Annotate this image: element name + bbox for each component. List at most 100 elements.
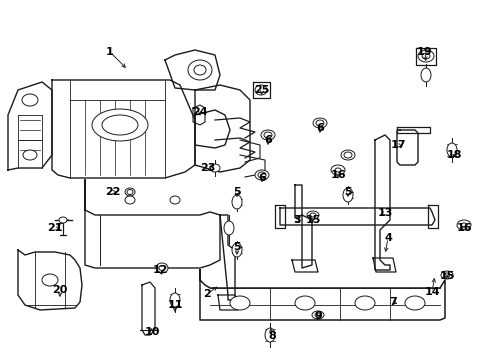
- Ellipse shape: [440, 271, 452, 279]
- Ellipse shape: [421, 53, 429, 59]
- Text: 25: 25: [254, 85, 269, 95]
- Text: 16: 16: [329, 170, 345, 180]
- Ellipse shape: [264, 132, 271, 138]
- Polygon shape: [52, 80, 195, 178]
- Text: 10: 10: [144, 327, 160, 337]
- Text: 24: 24: [192, 107, 207, 117]
- Text: 1: 1: [106, 47, 114, 57]
- Ellipse shape: [125, 188, 135, 196]
- Text: 6: 6: [315, 123, 323, 133]
- Ellipse shape: [315, 120, 324, 126]
- Text: 16: 16: [455, 223, 471, 233]
- Polygon shape: [280, 208, 434, 225]
- Polygon shape: [164, 50, 220, 90]
- Polygon shape: [294, 185, 311, 268]
- Ellipse shape: [170, 196, 180, 204]
- Polygon shape: [396, 127, 429, 133]
- Polygon shape: [85, 180, 220, 268]
- Ellipse shape: [194, 65, 205, 75]
- Ellipse shape: [231, 195, 242, 209]
- Ellipse shape: [23, 150, 37, 160]
- Polygon shape: [415, 48, 435, 65]
- Polygon shape: [193, 105, 204, 125]
- Text: 15: 15: [305, 215, 320, 225]
- Ellipse shape: [420, 68, 430, 82]
- Ellipse shape: [254, 170, 268, 180]
- Text: 13: 13: [377, 208, 392, 218]
- Ellipse shape: [159, 266, 164, 270]
- Polygon shape: [218, 295, 238, 310]
- Ellipse shape: [417, 50, 433, 62]
- Ellipse shape: [404, 296, 424, 310]
- Polygon shape: [220, 215, 235, 300]
- Polygon shape: [252, 82, 269, 98]
- Ellipse shape: [446, 143, 456, 157]
- Text: 21: 21: [47, 223, 62, 233]
- Ellipse shape: [312, 118, 326, 128]
- Polygon shape: [372, 258, 395, 272]
- Ellipse shape: [334, 168, 340, 172]
- Ellipse shape: [229, 296, 249, 310]
- Text: 9: 9: [313, 311, 321, 321]
- Text: 12: 12: [152, 265, 167, 275]
- Text: 22: 22: [105, 187, 121, 197]
- Ellipse shape: [127, 189, 133, 194]
- Ellipse shape: [264, 328, 274, 342]
- Ellipse shape: [456, 220, 470, 230]
- Ellipse shape: [170, 293, 180, 307]
- Ellipse shape: [340, 150, 354, 160]
- Ellipse shape: [231, 243, 242, 257]
- Polygon shape: [427, 205, 437, 228]
- Ellipse shape: [309, 213, 315, 217]
- Polygon shape: [274, 205, 285, 228]
- Polygon shape: [396, 130, 417, 165]
- Ellipse shape: [59, 217, 67, 223]
- Ellipse shape: [343, 152, 351, 158]
- Polygon shape: [8, 82, 52, 170]
- Ellipse shape: [306, 211, 318, 219]
- Text: 11: 11: [167, 300, 183, 310]
- Ellipse shape: [460, 223, 466, 227]
- Text: 5: 5: [233, 242, 240, 252]
- Ellipse shape: [330, 165, 345, 175]
- Ellipse shape: [102, 115, 138, 135]
- Polygon shape: [291, 260, 317, 272]
- Text: 6: 6: [258, 173, 265, 183]
- Ellipse shape: [42, 274, 58, 286]
- Ellipse shape: [311, 311, 324, 319]
- Polygon shape: [195, 85, 249, 172]
- Ellipse shape: [224, 221, 234, 235]
- Ellipse shape: [187, 60, 212, 80]
- Text: 23: 23: [200, 163, 215, 173]
- Ellipse shape: [258, 172, 265, 178]
- Ellipse shape: [22, 94, 38, 106]
- Text: 5: 5: [233, 187, 240, 197]
- Ellipse shape: [156, 263, 168, 273]
- Text: 6: 6: [264, 135, 271, 145]
- Text: 8: 8: [267, 331, 275, 341]
- Text: 20: 20: [52, 285, 67, 295]
- Ellipse shape: [443, 273, 449, 277]
- Text: 18: 18: [446, 150, 461, 160]
- Polygon shape: [374, 135, 389, 270]
- Text: 14: 14: [423, 287, 439, 297]
- Polygon shape: [142, 282, 155, 335]
- Ellipse shape: [314, 313, 320, 317]
- Ellipse shape: [92, 109, 148, 141]
- Text: 3: 3: [293, 215, 300, 225]
- Polygon shape: [195, 110, 229, 148]
- Text: 5: 5: [344, 187, 351, 197]
- Ellipse shape: [254, 85, 266, 95]
- Ellipse shape: [294, 296, 314, 310]
- Ellipse shape: [125, 196, 135, 204]
- Text: 4: 4: [383, 233, 391, 243]
- Text: 15: 15: [438, 271, 454, 281]
- Ellipse shape: [354, 296, 374, 310]
- Ellipse shape: [342, 188, 352, 202]
- Ellipse shape: [261, 130, 274, 140]
- Polygon shape: [200, 270, 444, 320]
- Text: 17: 17: [389, 140, 405, 150]
- Ellipse shape: [209, 164, 220, 172]
- Text: 19: 19: [416, 47, 432, 57]
- Text: 2: 2: [203, 289, 210, 299]
